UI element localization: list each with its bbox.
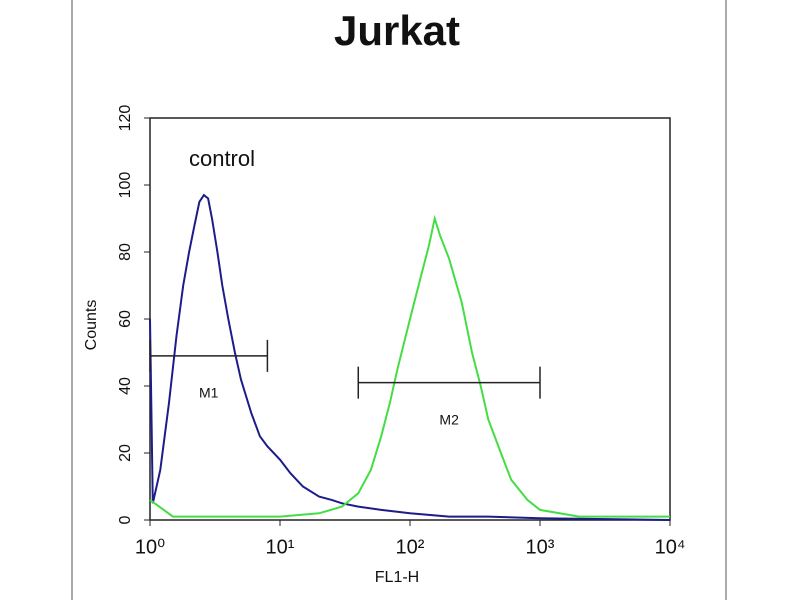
y-tick-label: 60 — [117, 310, 134, 328]
x-tick-label: 10² — [396, 536, 425, 558]
annotation: control — [189, 146, 255, 171]
y-tick-label: 100 — [117, 172, 134, 199]
x-tick-label: 10³ — [526, 536, 555, 558]
x-axis-label: FL1-H — [375, 569, 419, 586]
x-tick-label: 10¹ — [266, 536, 295, 558]
marker-label: M1 — [199, 385, 219, 401]
histogram-line — [149, 214, 670, 518]
chart-title: Jurkat — [334, 7, 460, 54]
histogram-line — [149, 193, 671, 521]
y-tick-label: 20 — [117, 444, 134, 462]
y-tick-label: 40 — [117, 377, 134, 395]
marker-label: M2 — [439, 411, 459, 427]
y-tick-label: 80 — [117, 243, 134, 261]
x-tick-label: 10⁰ — [135, 536, 165, 558]
x-tick-label: 10⁴ — [655, 536, 686, 558]
y-axis-label: Counts — [83, 300, 100, 351]
y-tick-label: 0 — [117, 515, 134, 524]
y-tick-label: 120 — [117, 105, 134, 132]
